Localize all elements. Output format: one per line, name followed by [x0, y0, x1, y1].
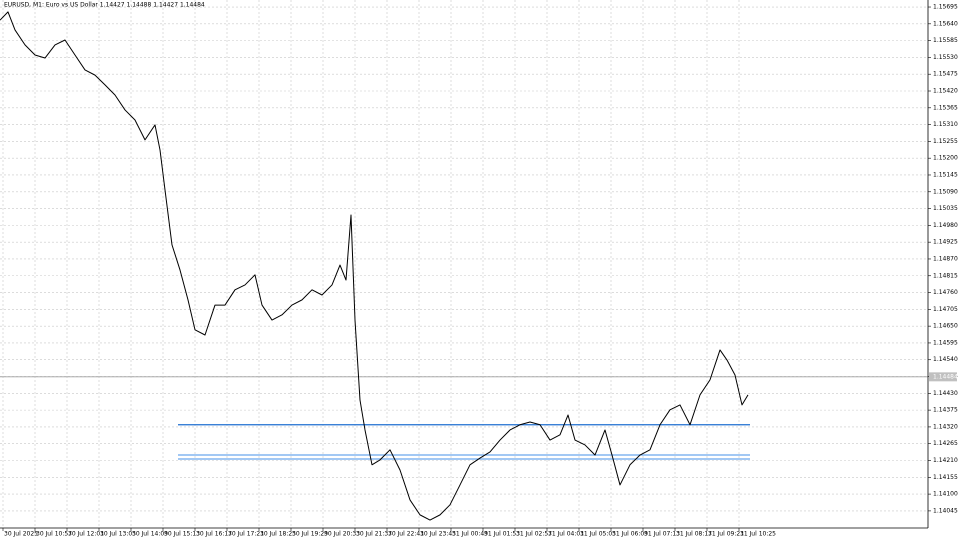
y-tick-label: 1.15035: [933, 205, 958, 212]
x-tick-label: 31 Jul 07:13: [644, 531, 680, 538]
x-tick-label: 31 Jul 04:01: [548, 531, 584, 538]
price-line: [0, 11, 749, 521]
plot: [0, 11, 928, 521]
y-tick-label: 1.14320: [933, 423, 958, 430]
x-tick-label: 31 Jul 02:57: [516, 531, 552, 538]
y-tick-label: 1.15365: [933, 104, 958, 111]
y-tick-label: 1.14375: [933, 407, 958, 414]
y-tick-label: 1.14430: [933, 390, 958, 397]
y-tick-label: 1.14925: [933, 239, 958, 246]
chart-title: EURUSD, M1: Euro vs US Dollar 1.14427 1.…: [4, 2, 205, 9]
y-tick-label: 1.14155: [933, 474, 958, 481]
y-tick-label: 1.15585: [933, 37, 958, 44]
axis-labels: 1.14045 1.14100 1.14155 1.14210 1.14265 1.143…: [2, 4, 958, 538]
y-tick-label: 1.15310: [933, 121, 958, 128]
y-tick-label: 1.14210: [933, 457, 958, 464]
y-tick-label: 1.14980: [933, 222, 958, 229]
x-tick-label: 31 Jul 06:09: [612, 531, 648, 538]
y-tick-label: 1.14595: [933, 339, 958, 346]
x-tick-label: 31 Jul 00:49: [452, 531, 488, 538]
x-tick-label: 30 Jul 19:29: [292, 531, 328, 538]
y-tick-label: 1.14705: [933, 306, 958, 313]
x-tick-label: 31 Jul 05:05: [580, 531, 616, 538]
y-tick-label: 1.14100: [933, 491, 958, 498]
y-tick-label: 1.15695: [933, 4, 958, 11]
y-tick-label: 1.15090: [933, 188, 958, 195]
x-tick-label: 31 Jul 10:25: [740, 531, 776, 538]
y-tick-label: 1.14760: [933, 289, 958, 296]
current-price-label: 1.14484: [933, 373, 958, 380]
y-tick-label: 1.14650: [933, 323, 958, 330]
x-tick-label: 30 Jul 18:25: [260, 531, 296, 538]
y-tick-label: 1.15145: [933, 171, 958, 178]
y-tick-label: 1.15475: [933, 71, 958, 78]
current-price-box: [929, 372, 957, 382]
y-tick-label: 1.15420: [933, 88, 958, 95]
x-tick-label: 30 Jul 2025: [4, 531, 38, 538]
x-tick-label: 30 Jul 14:09: [132, 531, 168, 538]
grid: [0, 0, 928, 528]
y-tick-label: 1.14540: [933, 356, 958, 363]
y-tick-label: 1.14045: [933, 507, 958, 514]
x-tick-label: 30 Jul 21:37: [356, 531, 392, 538]
y-tick-label: 1.15530: [933, 54, 958, 61]
x-tick-label: 30 Jul 20:33: [324, 531, 360, 538]
x-tick-label: 30 Jul 12:01: [68, 531, 104, 538]
x-tick-label: 30 Jul 10:57: [36, 531, 72, 538]
x-tick-label: 30 Jul 16:17: [196, 531, 232, 538]
x-tick-label: 30 Jul 23:45: [420, 531, 456, 538]
y-tick-label: 1.14265: [933, 440, 958, 447]
x-tick-label: 30 Jul 15:13: [164, 531, 200, 538]
y-tick-label: 1.15255: [933, 138, 958, 145]
y-tick-label: 1.15640: [933, 20, 958, 27]
y-tick-label: 1.15200: [933, 155, 958, 162]
x-tick-label: 31 Jul 08:17: [676, 531, 712, 538]
x-tick-label: 30 Jul 17:21: [228, 531, 264, 538]
y-tick-label: 1.14815: [933, 272, 958, 279]
x-tick-label: 31 Jul 01:53: [484, 531, 520, 538]
y-tick-label: 1.14870: [933, 255, 958, 262]
x-tick-label: 30 Jul 22:41: [388, 531, 424, 538]
x-tick-label: 30 Jul 13:05: [100, 531, 136, 538]
x-tick-label: 31 Jul 09:21: [708, 531, 744, 538]
